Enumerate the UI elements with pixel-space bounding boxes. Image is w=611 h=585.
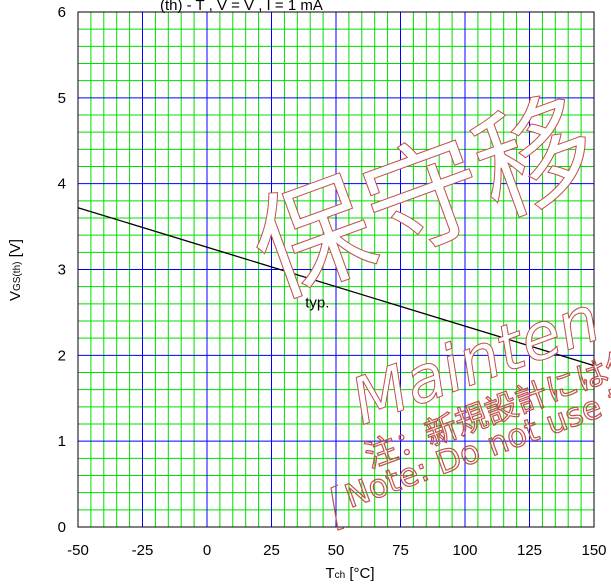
plot-frame	[77, 11, 595, 528]
y-tick-label: 5	[58, 90, 66, 107]
watermark: 保守移 Mainten 注：新規設計には使用 Note: Do not use …	[234, 72, 611, 531]
y-tick-label: 3	[58, 262, 66, 279]
y-tick-label: 4	[58, 176, 66, 193]
x-axis-title: Tch [°C]	[325, 565, 374, 582]
watermark-line1: 保守移	[234, 73, 611, 324]
x-tick-label: 150	[581, 542, 606, 559]
watermark-bracket	[330, 484, 345, 531]
x-tick-label: 75	[392, 542, 409, 559]
chart-header-fragment: (th) - T , V = V , I = 1 mA	[160, 0, 323, 14]
y-tick-label: 6	[58, 4, 66, 21]
y-axis-title-main: V	[7, 291, 24, 301]
y-tick-label: 2	[58, 347, 66, 364]
y-tick-label: 1	[58, 433, 66, 450]
grid	[77, 11, 595, 528]
series-layer	[77, 207, 595, 367]
annotation-typ: typ.	[305, 294, 329, 311]
x-axis-title-sub: ch	[335, 570, 346, 581]
x-tick-label: 100	[452, 542, 477, 559]
tick-labels: -50 -25 0 25 50 75 100 125 150 0 1 2 3 4 5 6	[58, 4, 607, 559]
x-tick-label: 0	[203, 542, 211, 559]
y-axis-title-unit: [V]	[7, 239, 24, 262]
y-tick-label: 0	[58, 519, 66, 536]
x-tick-label: 125	[517, 542, 542, 559]
x-axis-title-unit: [°C]	[345, 565, 374, 582]
series-line	[77, 207, 595, 367]
x-tick-label: 25	[263, 542, 280, 559]
x-axis-title-main: T	[325, 565, 334, 582]
y-axis-title-sub: GS(th)	[12, 262, 23, 291]
x-tick-label: -25	[132, 542, 154, 559]
x-tick-label: 50	[328, 542, 345, 559]
x-tick-label: -50	[67, 542, 89, 559]
y-axis-title: VGS(th) [V]	[7, 239, 24, 301]
